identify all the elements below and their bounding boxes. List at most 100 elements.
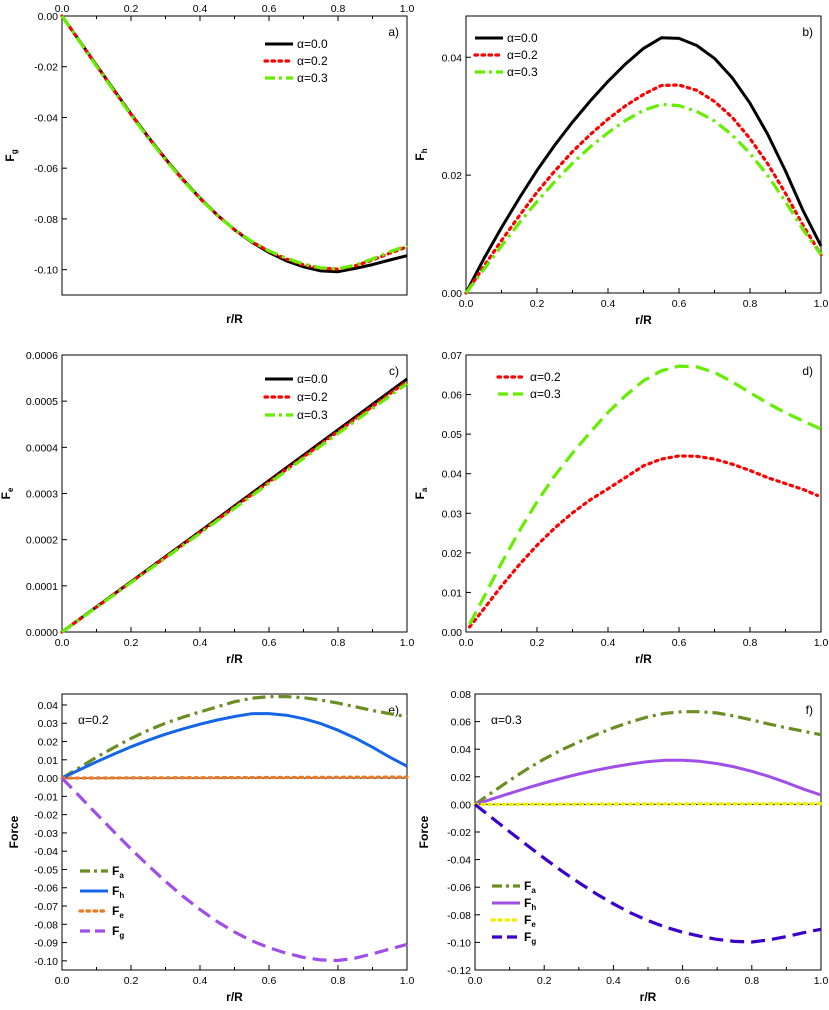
- x-tick-label: 0.4: [601, 298, 616, 310]
- series-line-Fh: [474, 758, 822, 806]
- x-tick-label: 1.0: [814, 975, 829, 987]
- y-tick-label: 0.00: [38, 773, 59, 785]
- y-tick-label: 0.04: [38, 700, 59, 712]
- y-tick-label: 0.00: [451, 799, 472, 811]
- y-axis-label: Force: [417, 815, 431, 848]
- legend-label: Fh: [524, 896, 536, 912]
- x-tick-label: 0.6: [262, 3, 277, 15]
- legend-label: Fe: [524, 913, 536, 929]
- y-tick-label: 0.0006: [26, 350, 58, 362]
- x-tick-label: 0.4: [193, 975, 208, 987]
- y-tick-label: -0.12: [447, 965, 471, 977]
- x-tick-label: 0.8: [744, 975, 759, 987]
- y-tick-label: -0.02: [447, 827, 471, 839]
- plot-frame: [61, 15, 408, 296]
- x-tick-label: 1.0: [400, 637, 415, 649]
- chart-panel-e: 0.0 0.2 0.4 0.6 0.8 1.0 0.04 0.03 0.02 0.01 0.00 -0…: [7, 693, 415, 1004]
- x-tick-label: 0.2: [124, 637, 139, 649]
- legend-label: α=0.0: [507, 31, 538, 45]
- y-tick-label: 0.02: [442, 170, 463, 182]
- x-tick-label: 0.4: [193, 637, 208, 649]
- legend-label: Fa: [524, 879, 536, 895]
- legend-label: Fa: [112, 864, 124, 880]
- y-tick-label: 0.03: [442, 508, 463, 520]
- x-tick-label: 0.6: [675, 975, 690, 987]
- x-tick-label: 0.0: [459, 637, 474, 649]
- legend-label: α=0.2: [507, 48, 538, 62]
- y-tick-label: 0.02: [442, 548, 463, 560]
- y-tick-label: -0.06: [447, 882, 471, 894]
- plot-frame: [474, 693, 822, 971]
- x-tick-label: 0.2: [124, 3, 139, 15]
- legend-label: α=0.2: [297, 390, 328, 404]
- x-axis-label: r/R: [226, 990, 243, 1004]
- legend-label: α=0.2: [530, 370, 561, 384]
- y-tick-label: -0.08: [34, 214, 58, 226]
- y-tick-label: -0.04: [447, 855, 471, 867]
- x-axis-label: r/R: [226, 312, 243, 326]
- panel-label: a): [388, 25, 399, 39]
- legend-label: α=0.3: [507, 65, 538, 79]
- series-line-Fh: [61, 712, 408, 780]
- legend-label: α=0.3: [297, 71, 328, 85]
- x-tick-label: 0.6: [262, 975, 277, 987]
- x-tick-label: 1.0: [814, 637, 829, 649]
- y-tick-label: -0.04: [34, 846, 58, 858]
- y-tick-label: -0.06: [34, 163, 58, 175]
- x-tick-label: 0.4: [606, 975, 621, 987]
- series-line-0-3: [60, 15, 408, 271]
- series-line-0-2: [60, 14, 409, 271]
- series-line-0-0: [464, 36, 823, 294]
- y-tick-label: 0.01: [442, 587, 463, 599]
- y-tick-label: 0.0001: [26, 581, 58, 593]
- y-tick-label: 0.00: [442, 288, 463, 300]
- x-tick-label: 0.2: [530, 637, 545, 649]
- x-tick-label: 0.2: [530, 298, 545, 310]
- series-line-Fa: [474, 710, 822, 806]
- legend-label: Fg: [112, 924, 124, 940]
- y-tick-label: 0.0000: [26, 627, 58, 639]
- panel-label: c): [389, 364, 399, 378]
- y-axis-label: Fa: [413, 487, 429, 499]
- y-tick-label: 0.00: [38, 11, 59, 23]
- legend-label: α=0.0: [297, 372, 328, 386]
- legend-label: α=0.2: [297, 54, 328, 68]
- x-tick-label: 0.6: [672, 637, 687, 649]
- y-axis-label: Fh: [413, 148, 429, 160]
- series-line-Fe: [473, 802, 823, 806]
- x-tick-label: 0.0: [55, 3, 70, 15]
- legend-label: Fh: [112, 884, 124, 900]
- y-tick-label: -0.10: [34, 956, 58, 968]
- y-tick-label: -0.07: [34, 901, 58, 913]
- x-axis-label: r/R: [640, 990, 657, 1004]
- series-line-Fe: [60, 775, 409, 780]
- chart-panel-b: 0.0 0.2 0.4 0.6 0.8 1.0 0.00 0.02 0.04 r/R Fh b) α=0…: [413, 15, 828, 327]
- alpha-annotation: α=0.2: [78, 713, 109, 727]
- y-tick-label: 0.0002: [26, 535, 58, 547]
- y-tick-label: 0.07: [442, 350, 463, 362]
- x-tick-label: 0.6: [262, 637, 277, 649]
- x-tick-label: 1.0: [400, 975, 415, 987]
- x-tick-label: 0.6: [672, 298, 687, 310]
- y-tick-label: 0.06: [442, 390, 463, 402]
- x-tick-label: 0.4: [193, 3, 208, 15]
- y-tick-label: -0.10: [447, 937, 471, 949]
- y-tick-label: 0.0003: [26, 489, 58, 501]
- y-tick-label: 0.02: [451, 772, 472, 784]
- y-tick-label: -0.08: [447, 910, 471, 922]
- y-tick-label: 0.08: [451, 689, 472, 701]
- y-tick-label: 0.04: [442, 469, 463, 481]
- chart-panel-d: 0.0 0.2 0.4 0.6 0.8 1.0 0.00 0.01 0.02 0.03 0.04 0.…: [413, 350, 828, 666]
- x-tick-label: 0.0: [459, 298, 474, 310]
- y-tick-label: -0.03: [34, 828, 58, 840]
- y-tick-label: 0.04: [451, 744, 472, 756]
- y-tick-label: 0.03: [38, 718, 59, 730]
- series-line-Fa: [61, 695, 408, 780]
- x-tick-label: 0.0: [55, 637, 70, 649]
- panel-label: e): [388, 703, 399, 717]
- alpha-annotation: α=0.3: [491, 713, 522, 727]
- panel-label: d): [802, 364, 813, 378]
- y-tick-label: 0.05: [442, 429, 463, 441]
- plot-frame: [61, 354, 408, 633]
